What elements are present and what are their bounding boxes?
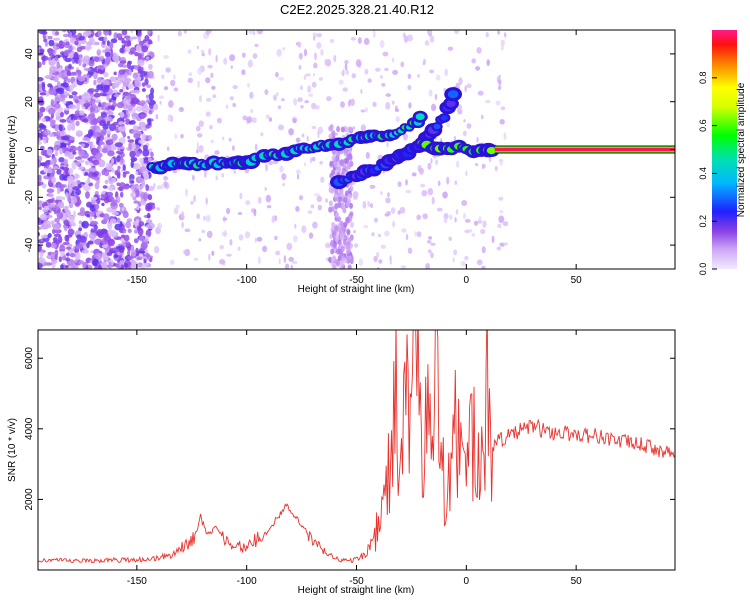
y-tick-label: 4000 — [24, 417, 35, 440]
snr-series-line — [38, 330, 675, 564]
track-blob-2 — [486, 147, 497, 155]
x-tick-label: -100 — [237, 576, 257, 587]
colorbar-tick-label: 0.8 — [698, 72, 708, 85]
y-tick-label: -40 — [24, 237, 35, 252]
y-tick-label: 6000 — [24, 347, 35, 370]
x-axis-label: Height of straight line (km) — [298, 284, 415, 295]
y-tick-label: 20 — [24, 96, 35, 108]
colorbar-ticks: 0.0 0.2 0.4 0.6 0.8 — [698, 72, 717, 276]
y-axis-ticks: -40 -20 0 20 40 — [24, 48, 675, 252]
x-tick-label: -50 — [349, 275, 364, 286]
track-blob-1 — [433, 124, 441, 130]
y-tick-label: 2000 — [24, 488, 35, 511]
x-axis-ticks-bottom: -150 -100 -50 0 50 — [127, 330, 582, 587]
x-tick-label: 50 — [571, 275, 583, 286]
colorbar-gradient — [712, 30, 737, 269]
track-blob-1 — [447, 90, 459, 99]
y-tick-label: -20 — [24, 190, 35, 205]
x-axis-ticks: -150 -100 -50 0 50 — [127, 30, 582, 286]
spectrogram-panel: -150 -100 -50 0 50 -40 -20 0 20 40 Height of str… — [7, 29, 676, 295]
y-tick-label: 0 — [24, 146, 35, 152]
x-tick-label: 0 — [464, 275, 470, 286]
x-tick-label: -100 — [237, 275, 257, 286]
track-peak-3 — [494, 148, 675, 151]
colorbar-tick-label: 0.6 — [698, 119, 708, 132]
y-axis-label: Frequency (Hz) — [7, 116, 18, 185]
x-axis-label-bottom: Height of straight line (km) — [298, 585, 415, 596]
colorbar-tick-label: 0.2 — [698, 215, 708, 228]
x-tick-label: 0 — [464, 576, 470, 587]
x-tick-label: -150 — [127, 275, 147, 286]
x-tick-label: 50 — [571, 576, 583, 587]
track-layer — [146, 87, 675, 190]
y-axis-ticks-bottom: 2000 4000 6000 — [24, 347, 675, 511]
colorbar-label: Normalized spectral amplitude — [736, 82, 747, 217]
chart-title: C2E2.2025.328.21.40.R12 — [280, 2, 434, 17]
colorbar: 0.0 0.2 0.4 0.6 0.8 Normalized spectral ampl… — [698, 30, 747, 275]
x-tick-label: -150 — [127, 576, 147, 587]
y-axis-label-bottom: SNR (10 * v/v) — [7, 418, 18, 482]
track-blob-0 — [415, 113, 425, 121]
y-tick-label: 40 — [24, 48, 35, 60]
x-tick-label: -50 — [349, 576, 364, 587]
colorbar-tick-label: 0.4 — [698, 167, 708, 180]
track-blob-1 — [446, 100, 456, 108]
track-blob-1 — [440, 115, 448, 121]
snr-panel: -150 -100 -50 0 50 2000 4000 6000 Height of st… — [7, 329, 676, 596]
colorbar-tick-label: 0.0 — [698, 263, 708, 276]
